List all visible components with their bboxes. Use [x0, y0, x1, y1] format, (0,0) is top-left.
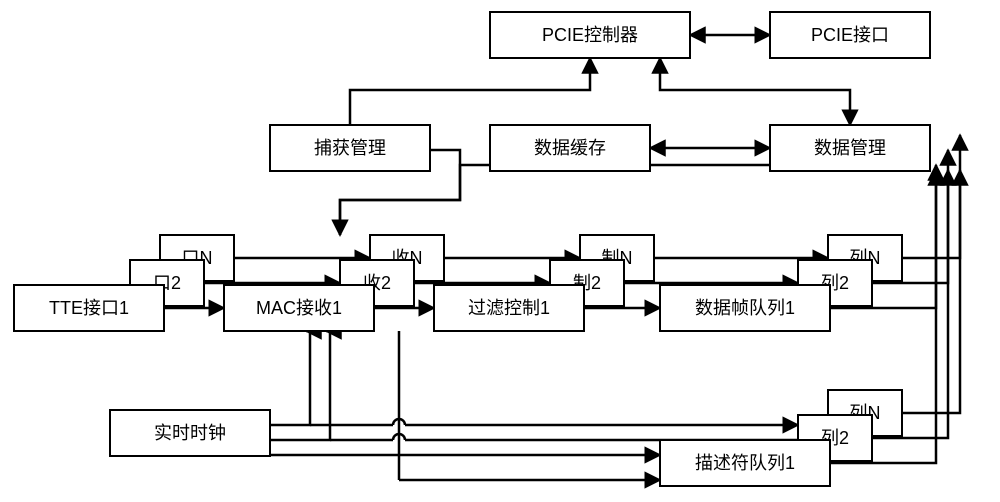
- block-mac_1: MAC接收1: [224, 285, 374, 331]
- block-label: 数据帧队列1: [695, 298, 795, 318]
- block-data_mgmt: 数据管理: [770, 125, 930, 171]
- block-pcie_if: PCIE接口: [770, 12, 930, 58]
- block-label: 数据缓存: [534, 138, 606, 158]
- diagram-canvas: PCIE控制器PCIE接口捕获管理数据缓存数据管理口N口2TTE接口1收N收2M…: [0, 0, 1000, 502]
- block-label: 过滤控制1: [468, 298, 550, 318]
- block-flt_1: 过滤控制1: [434, 285, 584, 331]
- block-label: PCIE接口: [811, 25, 889, 45]
- block-pcie_ctrl: PCIE控制器: [490, 12, 690, 58]
- block-label: TTE接口1: [49, 298, 129, 318]
- block-capture: 捕获管理: [270, 125, 430, 171]
- block-tte_1: TTE接口1: [14, 285, 164, 331]
- block-label: MAC接收1: [256, 298, 342, 318]
- block-label: PCIE控制器: [542, 25, 638, 45]
- block-dsc_1: 描述符队列1: [660, 440, 830, 486]
- block-dfq_1: 数据帧队列1: [660, 285, 830, 331]
- block-data_cache: 数据缓存: [490, 125, 650, 171]
- block-label: 数据管理: [814, 138, 886, 158]
- block-label: 捕获管理: [314, 138, 386, 158]
- block-label: 实时时钟: [154, 423, 226, 443]
- block-rtc: 实时时钟: [110, 410, 270, 456]
- block-label: 描述符队列1: [695, 453, 795, 473]
